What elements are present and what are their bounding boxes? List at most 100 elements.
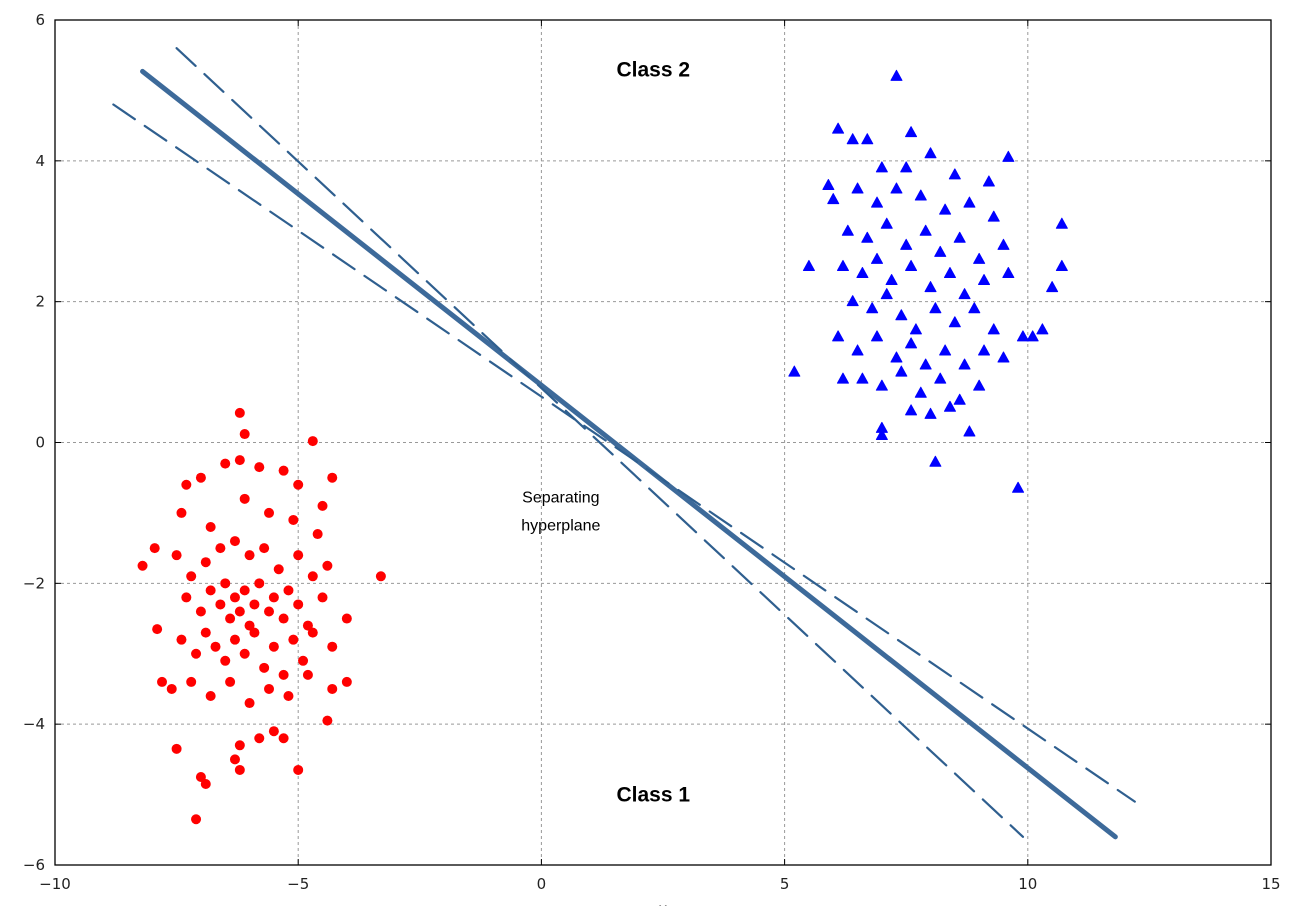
y-tick-label: −4 — [23, 715, 45, 733]
class-2-point — [900, 161, 913, 173]
class-1-point — [268, 592, 279, 603]
class-2-point — [836, 259, 849, 271]
class-2-point — [905, 337, 918, 349]
class-2-point — [905, 126, 918, 138]
class-1-point — [186, 676, 197, 687]
class-1-point — [293, 599, 304, 610]
class-2-point — [924, 147, 937, 159]
class-2-point — [905, 404, 918, 416]
class-1-point — [254, 733, 265, 744]
class-2-point — [924, 407, 937, 419]
class-1-point — [322, 715, 333, 726]
y-tick-label: 4 — [35, 152, 45, 170]
class-2-point — [914, 386, 927, 398]
class-1-point — [191, 648, 202, 659]
class-1-point — [327, 641, 338, 652]
annotation-label: hyperplane — [521, 518, 600, 535]
class-2-point — [929, 302, 942, 314]
class-2-point — [1002, 267, 1015, 278]
class-2-point — [958, 358, 971, 370]
class-1-point — [244, 620, 255, 631]
class-2-point — [851, 182, 864, 194]
class-1-point — [239, 585, 250, 596]
x-tick-label: 5 — [780, 875, 790, 893]
class-2-point — [958, 288, 971, 300]
class-1-point — [229, 592, 240, 603]
axis-ticks: −10 −5 0 5 10 15 −6 −4 −2 0 2 4 6 — [23, 11, 1281, 893]
class-2-point — [1016, 330, 1029, 342]
class-2-point — [987, 210, 1000, 222]
class-2-point — [1012, 481, 1025, 493]
class-1-point — [264, 507, 275, 518]
class-1-point — [215, 599, 226, 610]
class-1-point — [157, 676, 168, 687]
class-2-point — [866, 302, 879, 314]
class-1-point — [293, 764, 304, 775]
class-1-point — [288, 634, 299, 645]
class-2-point — [846, 133, 859, 145]
class-2-point — [846, 295, 859, 307]
annotation-label: Separating — [522, 489, 599, 506]
class-2-point — [890, 351, 903, 363]
class-2-point — [1026, 330, 1039, 342]
margin-lower-line — [112, 103, 1136, 803]
class-2-point — [982, 175, 995, 187]
class-1-point — [254, 578, 265, 589]
class-2-point — [943, 400, 956, 412]
class-1-point — [268, 641, 279, 652]
class-2-point — [1036, 323, 1049, 335]
y-tick-label: 6 — [35, 11, 45, 29]
class-1-point — [225, 613, 236, 624]
class-2-point — [914, 189, 927, 201]
class-1-point — [298, 655, 309, 666]
class-1-point — [264, 606, 275, 617]
class-1-point — [322, 560, 333, 571]
class-2-point — [841, 224, 854, 236]
class-2-point — [997, 238, 1010, 250]
class-1-point — [302, 620, 313, 631]
class-2-point — [909, 323, 922, 335]
class-2-point — [905, 259, 918, 271]
class-2-point — [875, 161, 888, 173]
class-1-point — [312, 529, 323, 540]
class-1-point — [229, 536, 240, 547]
class-1-point — [171, 743, 182, 754]
class-1-point — [200, 779, 211, 790]
class-2-point — [1055, 259, 1068, 271]
class-1-point — [234, 407, 245, 418]
class-2-point — [875, 428, 888, 440]
class-1-point — [278, 613, 289, 624]
class-1-point — [181, 479, 192, 490]
class-2-point — [885, 274, 898, 286]
x-tick-label: −5 — [287, 875, 309, 893]
class-1-point — [234, 606, 245, 617]
class-1-point — [317, 500, 328, 511]
class-1-point — [283, 691, 294, 701]
class-2-point — [1002, 150, 1015, 162]
class-2-point — [973, 379, 986, 391]
class-1-point — [195, 771, 206, 782]
grid — [55, 20, 1271, 865]
class-2-point — [861, 133, 874, 145]
class-1-point — [205, 585, 216, 596]
class-1-point — [220, 458, 231, 469]
class-2-point — [895, 309, 908, 321]
class-1-point — [283, 585, 294, 596]
class-2-point — [880, 288, 893, 300]
y-tick-label: −2 — [23, 574, 45, 592]
class-1-point — [171, 550, 182, 561]
class-2-point — [963, 196, 976, 208]
x-tick-label: −10 — [39, 875, 71, 893]
class-2-point — [919, 224, 932, 236]
class-2-point — [871, 330, 884, 342]
class-2-point — [1055, 217, 1068, 229]
class-1-point — [176, 634, 187, 645]
class-1-point — [254, 462, 265, 473]
class-1-point — [220, 578, 231, 589]
class-2-point — [953, 231, 966, 243]
class-2-point — [987, 323, 1000, 335]
class-2-point — [856, 267, 869, 278]
class-1-point — [341, 613, 352, 624]
class-1-point — [239, 648, 250, 659]
class-1-point — [239, 429, 250, 440]
